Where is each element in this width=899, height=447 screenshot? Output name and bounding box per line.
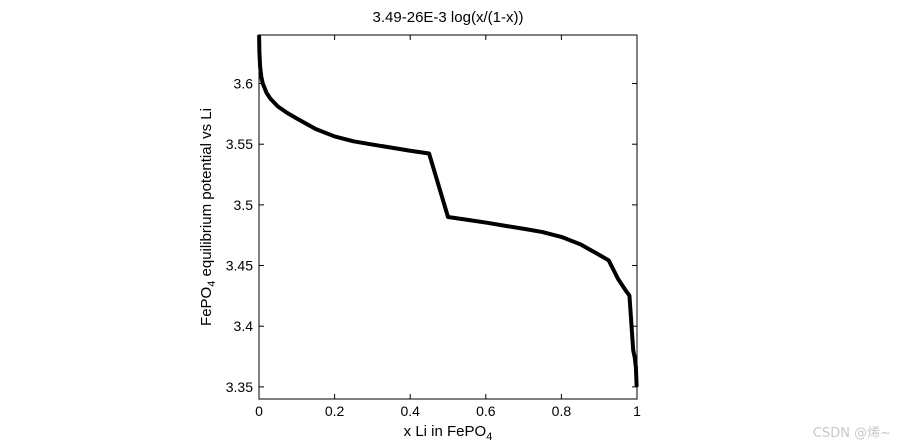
x-tick-label: 0 <box>255 403 263 419</box>
y-tick-label: 3.5 <box>234 197 254 213</box>
series-layer <box>257 34 639 388</box>
axes-box <box>258 34 638 400</box>
y-axis-ticks: 3.35 3.4 3.45 3.5 3.55 3.6 <box>226 76 637 395</box>
series-line <box>257 34 639 388</box>
x-axis-ticks: 0 0.2 0.4 0.6 0.8 1 <box>255 35 641 419</box>
y-axis-label: FePO4 equilibrium potential vs Li <box>198 108 218 326</box>
y-tick-label: 3.35 <box>226 379 253 395</box>
watermark: CSDN @烯~ <box>812 426 891 441</box>
chart-title: 3.49-26E-3 log(x/(1-x)) <box>373 9 524 26</box>
x-axis-label: x Li in FePO4 <box>404 423 493 443</box>
y-tick-label: 3.4 <box>234 318 254 334</box>
x-tick-label: 0.2 <box>325 403 345 419</box>
x-tick-label: 0.8 <box>552 403 572 419</box>
y-tick-label: 3.45 <box>226 258 253 274</box>
y-tick-label: 3.55 <box>226 136 253 152</box>
x-tick-label: 0.4 <box>400 403 420 419</box>
x-tick-label: 1 <box>633 403 641 419</box>
x-tick-label: 0.6 <box>476 403 496 419</box>
y-tick-label: 3.6 <box>234 76 254 92</box>
